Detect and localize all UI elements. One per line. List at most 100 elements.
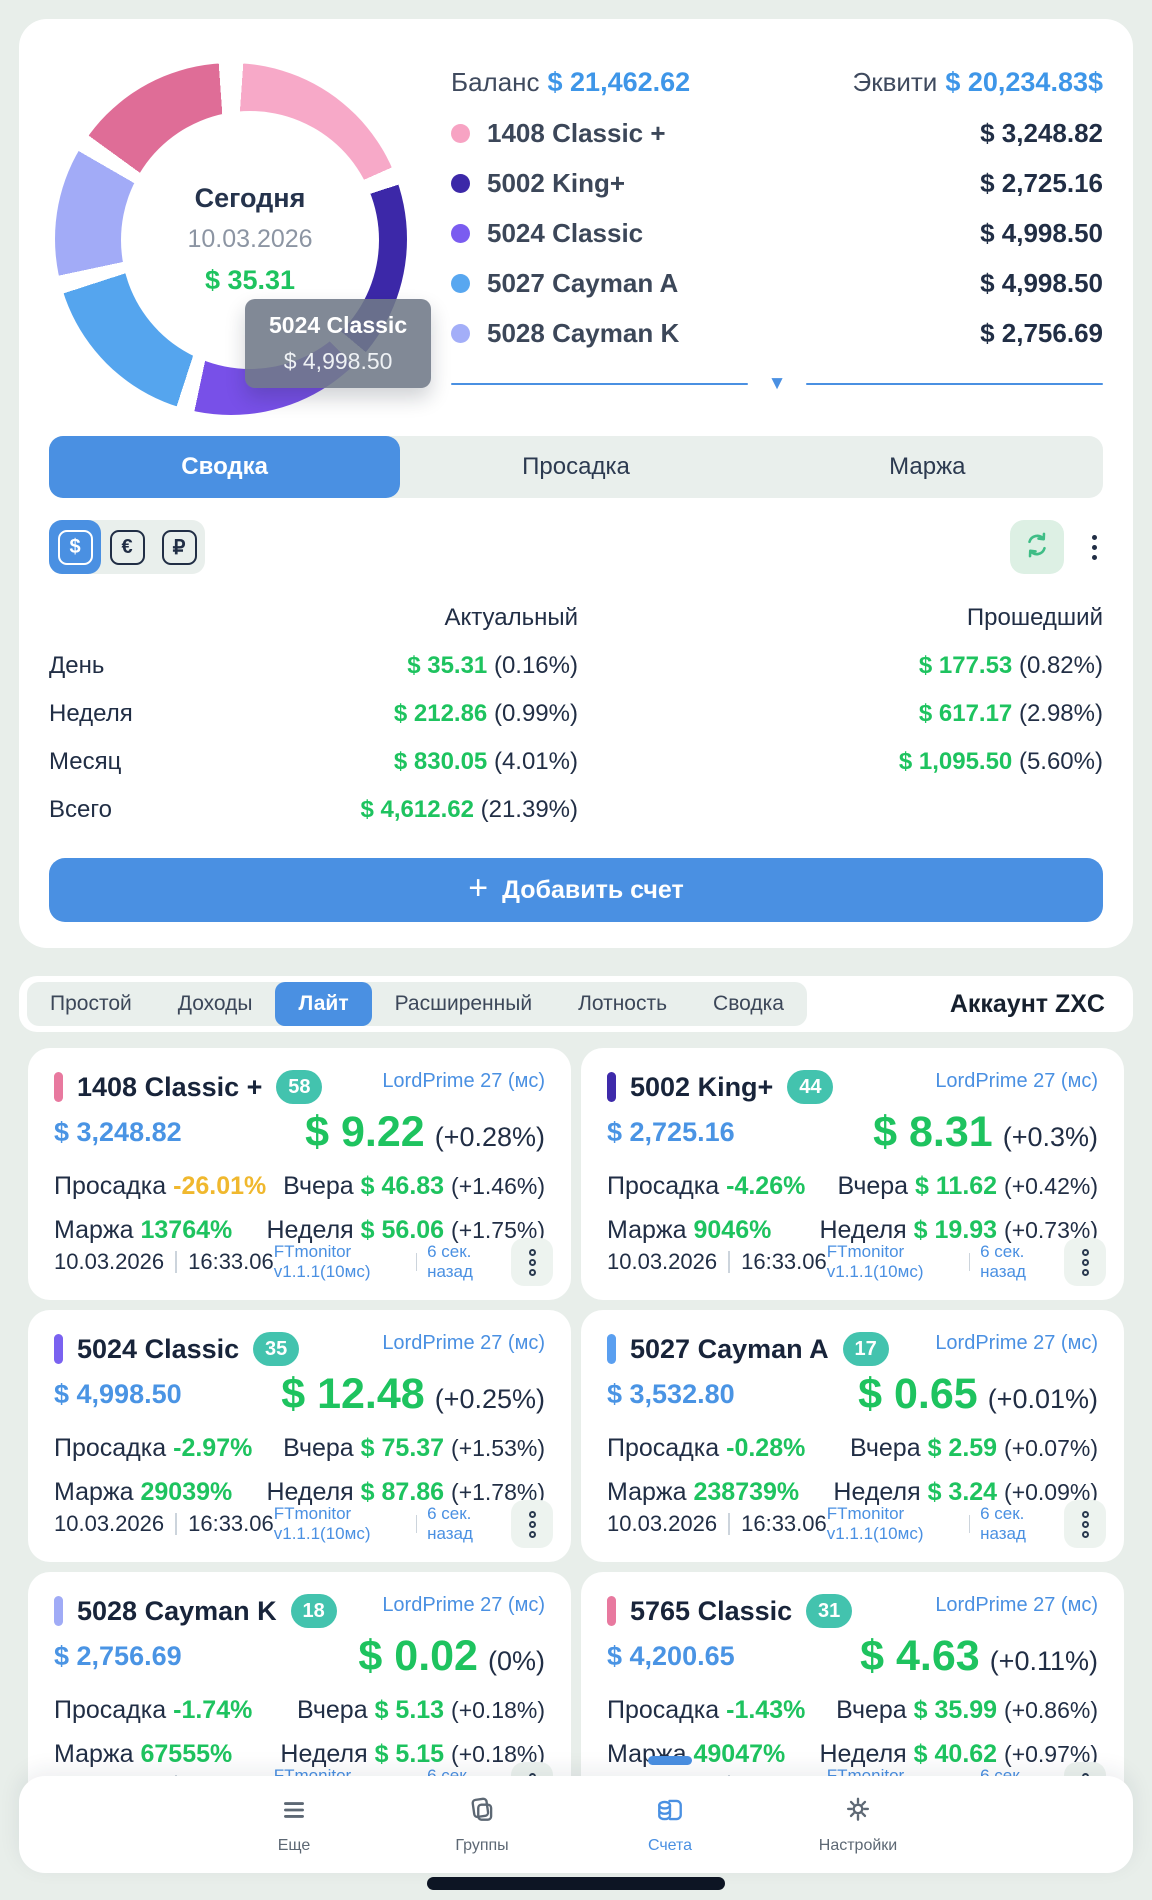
- trades-count-badge: 17: [842, 1332, 889, 1366]
- card-more-menu[interactable]: [511, 1500, 553, 1548]
- active-tab-indicator: [648, 1756, 692, 1765]
- view-mode-tabs: Простой Доходы Лайт Расширенный Лотность…: [27, 982, 807, 1026]
- chart-tooltip: 5024 Classic $ 4,998.50: [245, 299, 432, 388]
- account-color-marker: [607, 1334, 616, 1364]
- ruble-icon: ₽: [161, 529, 197, 565]
- balance-total: Баланс $ 21,462.62: [451, 67, 691, 97]
- today-profit: $ 8.31 (+0.3%): [873, 1108, 1098, 1156]
- tab-layt[interactable]: Лайт: [275, 982, 372, 1026]
- yesterday-stat: Вчера $ 75.37 (+1.53%): [283, 1434, 545, 1462]
- legend-item[interactable]: 5024 Classic $ 4,998.50: [451, 208, 1103, 258]
- broker-label: LordPrime 27 (мс): [382, 1594, 545, 1616]
- tab-rasshirennyy[interactable]: Расширенный: [394, 992, 533, 1015]
- legend-item[interactable]: 5027 Cayman A $ 4,998.50: [451, 258, 1103, 308]
- nav-settings[interactable]: Настройки: [797, 1795, 919, 1855]
- account-color-marker: [607, 1596, 616, 1626]
- monitor-info: FTmonitor v1.1.1(10мс)6 сек. назад: [827, 1238, 1106, 1286]
- account-balance: $ 4,200.65: [607, 1641, 735, 1671]
- tab-svodka2[interactable]: Сводка: [713, 992, 784, 1015]
- gear-icon: [843, 1795, 873, 1830]
- pnl-row-total: Всего $ 4,612.62 (21.39%): [49, 796, 578, 823]
- view-mode-strip: Простой Доходы Лайт Расширенный Лотность…: [19, 976, 1133, 1032]
- chevron-down-icon[interactable]: ▼: [767, 373, 787, 394]
- col-actual: Актуальный: [444, 604, 578, 631]
- balance-donut-chart[interactable]: Сегодня 10.03.2026 $ 35.31 5024 Classic …: [49, 47, 451, 432]
- today-profit: $ 4.63 (+0.11%): [860, 1632, 1098, 1680]
- tab-marzha[interactable]: Маржа: [889, 453, 966, 480]
- trades-count-badge: 44: [787, 1070, 834, 1104]
- pnl-row-month: Месяц $ 830.05 (4.01%) $ 1,095.50 (5.60%…: [49, 748, 1103, 775]
- nav-accounts[interactable]: Счета: [609, 1795, 731, 1855]
- pnl-header-row: Актуальный Прошедший: [49, 594, 1103, 642]
- account-color-marker: [54, 1072, 63, 1102]
- legend-item[interactable]: 5028 Cayman K $ 2,756.69: [451, 308, 1103, 358]
- card-more-menu[interactable]: [1064, 1238, 1106, 1286]
- currency-eur-toggle[interactable]: €: [101, 520, 153, 574]
- euro-icon: €: [109, 529, 145, 565]
- trades-count-badge: 31: [806, 1594, 853, 1628]
- broker-label: LordPrime 27 (мс): [382, 1332, 545, 1354]
- currency-toggle-group: $ € ₽: [49, 520, 205, 574]
- summary-more-menu[interactable]: [1092, 534, 1097, 560]
- refresh-button[interactable]: [1010, 520, 1064, 574]
- monitor-info: FTmonitor v1.1.1(10мс)6 сек. назад: [274, 1238, 553, 1286]
- yesterday-stat: Вчера $ 46.83 (+1.46%): [283, 1172, 545, 1200]
- tab-prostoy[interactable]: Простой: [50, 992, 132, 1015]
- currency-rub-toggle[interactable]: ₽: [153, 520, 205, 574]
- trades-count-badge: 35: [253, 1332, 300, 1366]
- account-selector[interactable]: Аккаунт ZXC: [949, 989, 1105, 1018]
- summary-card: Сегодня 10.03.2026 $ 35.31 5024 Classic …: [19, 19, 1133, 948]
- bottom-nav: Еще Группы Счета Настройки: [19, 1776, 1133, 1873]
- nav-more[interactable]: Еще: [233, 1795, 355, 1855]
- add-account-button[interactable]: + Добавить счет: [49, 858, 1103, 922]
- account-cards-grid: 1408 Classic + 58 LordPrime 27 (мс) $ 3,…: [28, 1048, 1124, 1824]
- card-more-menu[interactable]: [1064, 1500, 1106, 1548]
- pnl-row-week: Неделя $ 212.86 (0.99%) $ 617.17 (2.98%): [49, 700, 1103, 727]
- app-screen: Сегодня 10.03.2026 $ 35.31 5024 Classic …: [0, 19, 1152, 1900]
- week-stat: Неделя $ 56.06 (+1.75%): [266, 1216, 546, 1244]
- legend-item[interactable]: 5002 King+ $ 2,725.16: [451, 158, 1103, 208]
- tooltip-account-value: $ 4,998.50: [283, 348, 393, 374]
- account-balance: $ 2,725.16: [607, 1117, 735, 1147]
- drawdown-stat: Просадка -26.01%: [54, 1172, 267, 1200]
- account-balance: $ 4,998.50: [54, 1379, 182, 1409]
- nav-groups[interactable]: Группы: [421, 1795, 543, 1855]
- account-card-1408[interactable]: 1408 Classic + 58 LordPrime 27 (мс) $ 3,…: [28, 1048, 571, 1300]
- summary-tab-bar: Сводка Просадка Маржа: [49, 436, 1103, 498]
- account-card-title: 5024 Classic: [77, 1333, 240, 1364]
- card-more-menu[interactable]: [511, 1238, 553, 1286]
- accounts-icon: [655, 1795, 685, 1830]
- yesterday-stat: Вчера $ 2.59 (+0.07%): [850, 1434, 1098, 1462]
- account-card-5027[interactable]: 5027 Cayman A 17 LordPrime 27 (мс) $ 3,5…: [581, 1310, 1124, 1562]
- margin-stat: Маржа 67555%: [54, 1740, 233, 1768]
- donut-center: Сегодня 10.03.2026 $ 35.31: [121, 110, 379, 369]
- donut-center-value: $ 35.31: [204, 265, 296, 295]
- home-indicator[interactable]: [427, 1877, 725, 1890]
- legend-dot: [451, 273, 470, 293]
- collapse-list-control[interactable]: ▼: [451, 374, 1103, 393]
- currency-usd-toggle[interactable]: $: [49, 520, 101, 574]
- account-card-title: 1408 Classic +: [77, 1071, 263, 1102]
- account-card-title: 5027 Cayman A: [630, 1333, 829, 1364]
- yesterday-stat: Вчера $ 35.99 (+0.86%): [836, 1696, 1098, 1724]
- tab-svodka[interactable]: Сводка: [49, 436, 401, 498]
- legend-item[interactable]: 1408 Classic + $ 3,248.82: [451, 108, 1103, 158]
- account-balance: $ 2,756.69: [54, 1641, 182, 1671]
- broker-label: LordPrime 27 (мс): [935, 1594, 1098, 1616]
- tab-dokhody[interactable]: Доходы: [177, 992, 253, 1015]
- monitor-info: FTmonitor v1.1.1(10мс)6 сек. назад: [827, 1500, 1106, 1548]
- dollar-icon: $: [57, 529, 93, 565]
- margin-stat: Маржа 9046%: [607, 1216, 772, 1244]
- legend-dot: [451, 323, 470, 343]
- margin-stat: Маржа 238739%: [607, 1478, 800, 1506]
- account-card-5002[interactable]: 5002 King+ 44 LordPrime 27 (мс) $ 2,725.…: [581, 1048, 1124, 1300]
- margin-stat: Маржа 29039%: [54, 1478, 233, 1506]
- tab-lotnost[interactable]: Лотность: [578, 992, 668, 1015]
- account-card-5024[interactable]: 5024 Classic 35 LordPrime 27 (мс) $ 4,99…: [28, 1310, 571, 1562]
- tab-prosadka[interactable]: Просадка: [522, 453, 630, 480]
- today-profit: $ 9.22 (+0.28%): [305, 1108, 545, 1156]
- drawdown-stat: Просадка -4.26%: [607, 1172, 806, 1200]
